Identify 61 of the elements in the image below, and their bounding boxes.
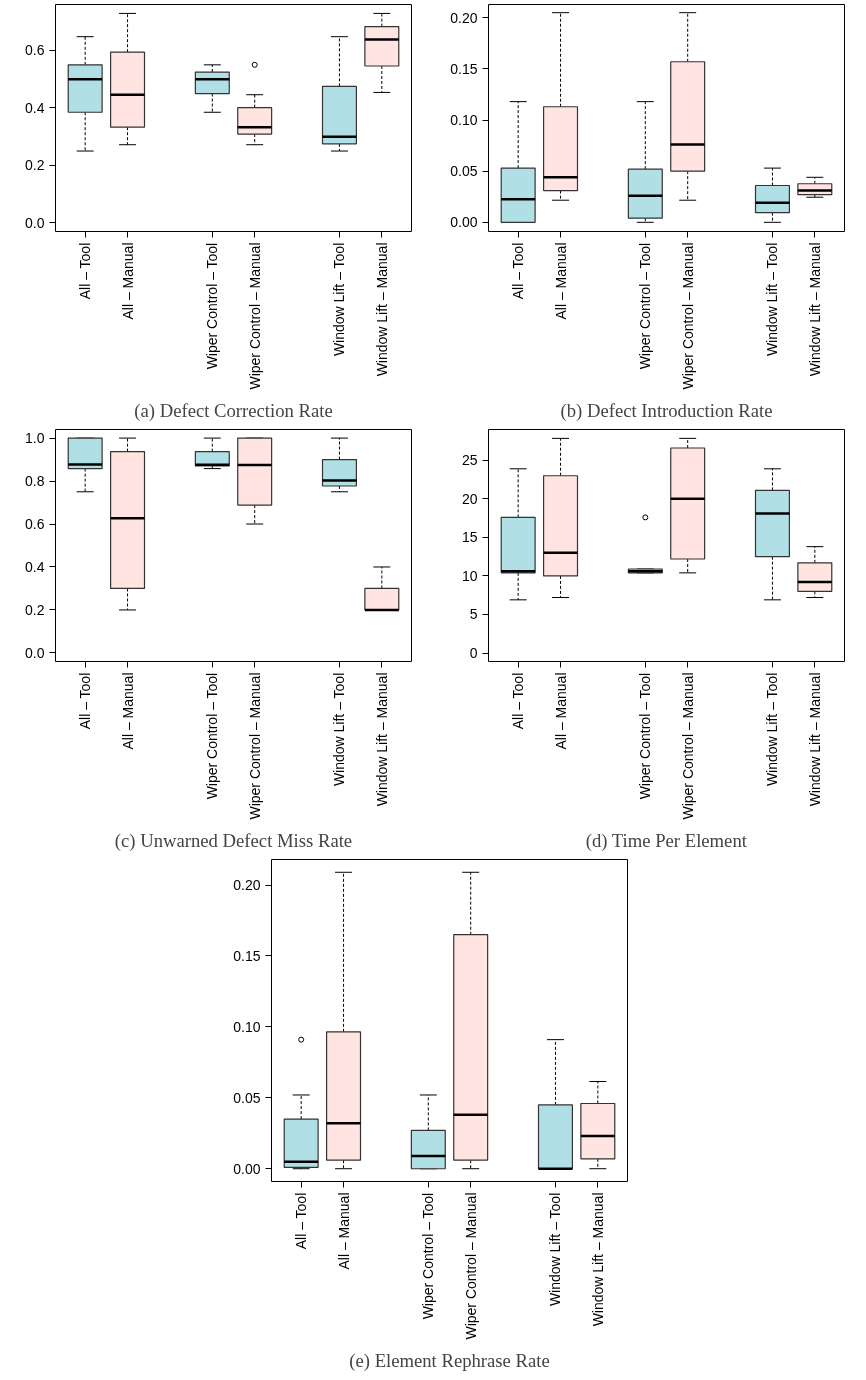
x-tick-label: All – Manual (552, 672, 569, 750)
y-tick-label: 1.0 (25, 430, 45, 447)
y-tick-label: 25 (461, 452, 478, 469)
x-tick-label: Window Lift – Manual (806, 672, 823, 807)
y-tick-label: 5 (469, 606, 478, 623)
text: (a) Defect Correction Rate (134, 399, 333, 422)
y-tick-label: 0.0 (25, 214, 45, 231)
x-tick-label: Window Lift – Manual (589, 1192, 606, 1327)
y-tick-label: 0.2 (25, 157, 45, 174)
y-tick-label: 0.05 (233, 1089, 261, 1106)
y-tick-label: 0.20 (450, 9, 478, 26)
y-tick-label: 0.6 (25, 516, 45, 533)
y-tick-label: 0.10 (450, 112, 478, 129)
y-tick-label: 0.8 (25, 473, 45, 490)
y-tick-label: 0.05 (450, 163, 478, 180)
x-tick-label: Wiper Control – Tool (204, 672, 221, 800)
y-tick-label: 15 (461, 529, 478, 546)
x-tick-label: Wiper Control – Manual (679, 242, 696, 390)
x-tick-label: All – Manual (119, 242, 136, 320)
x-tick-label: All – Manual (335, 1192, 352, 1270)
x-tick-label: Wiper Control – Manual (462, 1192, 479, 1340)
x-tick-label: All – Manual (552, 242, 569, 320)
y-tick-label: 0.15 (233, 947, 261, 964)
x-tick-label: All – Tool (293, 1192, 310, 1250)
y-tick-label: 0.0 (25, 644, 45, 661)
x-tick-label: All – Tool (77, 242, 94, 300)
y-tick-label: 0.2 (25, 601, 45, 618)
x-tick-label: Window Lift – Manual (806, 242, 823, 377)
y-tick-label: 0.4 (25, 99, 45, 116)
x-tick-label: Window Lift – Manual (373, 672, 390, 807)
y-tick-label: 0 (469, 645, 478, 662)
x-tick-label: Window Lift – Manual (373, 242, 390, 377)
text: (e) Element Rephrase Rate (349, 1349, 550, 1372)
x-tick-label: Window Lift – Tool (331, 242, 348, 357)
x-tick-label: Wiper Control – Manual (246, 242, 263, 390)
x-tick-label: All – Tool (510, 242, 527, 300)
x-tick-label: All – Tool (510, 672, 527, 730)
x-tick-label: All – Tool (77, 672, 94, 730)
x-tick-label: Window Lift – Tool (331, 672, 348, 787)
y-tick-label: 0.00 (450, 214, 478, 231)
x-tick-label: Wiper Control – Tool (637, 242, 654, 370)
x-tick-label: Window Lift – Tool (764, 672, 781, 787)
y-tick-label: 0.6 (25, 42, 45, 59)
x-tick-label: All – Manual (119, 672, 136, 750)
y-tick-label: 0.4 (25, 558, 45, 575)
y-tick-label: 0.00 (233, 1160, 261, 1177)
text: (c) Unwarned Defect Miss Rate (114, 829, 353, 852)
x-tick-label: Wiper Control – Tool (420, 1192, 437, 1320)
text: (d) Time Per Element (585, 829, 748, 852)
text: (b) Defect Introduction Rate (560, 399, 773, 422)
x-tick-label: Wiper Control – Manual (679, 672, 696, 820)
y-tick-label: 0.20 (233, 877, 261, 894)
y-tick-label: 0.10 (233, 1018, 261, 1035)
x-tick-label: Window Lift – Tool (764, 242, 781, 357)
y-tick-label: 20 (461, 490, 478, 507)
y-tick-label: 10 (461, 567, 478, 584)
x-tick-label: Wiper Control – Manual (246, 672, 263, 820)
x-tick-label: Window Lift – Tool (547, 1192, 564, 1307)
x-tick-label: Wiper Control – Tool (204, 242, 221, 370)
x-tick-label: Wiper Control – Tool (637, 672, 654, 800)
y-tick-label: 0.15 (450, 60, 478, 77)
